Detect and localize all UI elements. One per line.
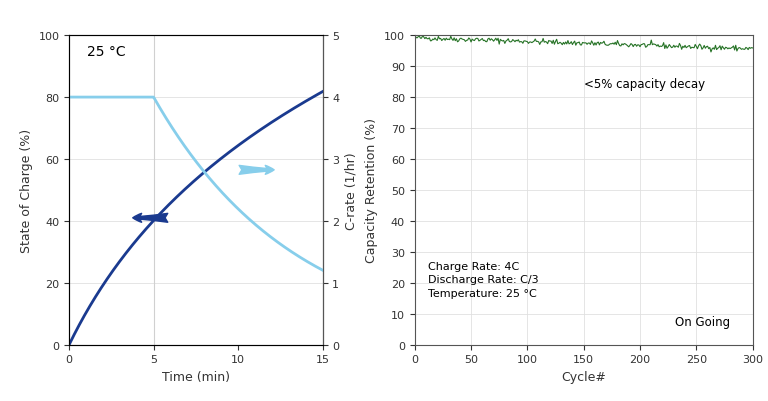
Y-axis label: Capacity Retention (%): Capacity Retention (%) [366, 118, 379, 263]
X-axis label: Cycle#: Cycle# [561, 370, 606, 383]
Text: <5% capacity decay: <5% capacity decay [584, 78, 705, 91]
Text: On Going: On Going [675, 315, 730, 328]
Text: 25 °C: 25 °C [87, 45, 125, 59]
Y-axis label: State of Charge (%): State of Charge (%) [20, 129, 33, 252]
Y-axis label: C-rate (1/hr): C-rate (1/hr) [345, 152, 358, 229]
Text: Charge Rate: 4C
Discharge Rate: C/3
Temperature: 25 °C: Charge Rate: 4C Discharge Rate: C/3 Temp… [429, 261, 539, 298]
X-axis label: Time (min): Time (min) [162, 370, 230, 383]
